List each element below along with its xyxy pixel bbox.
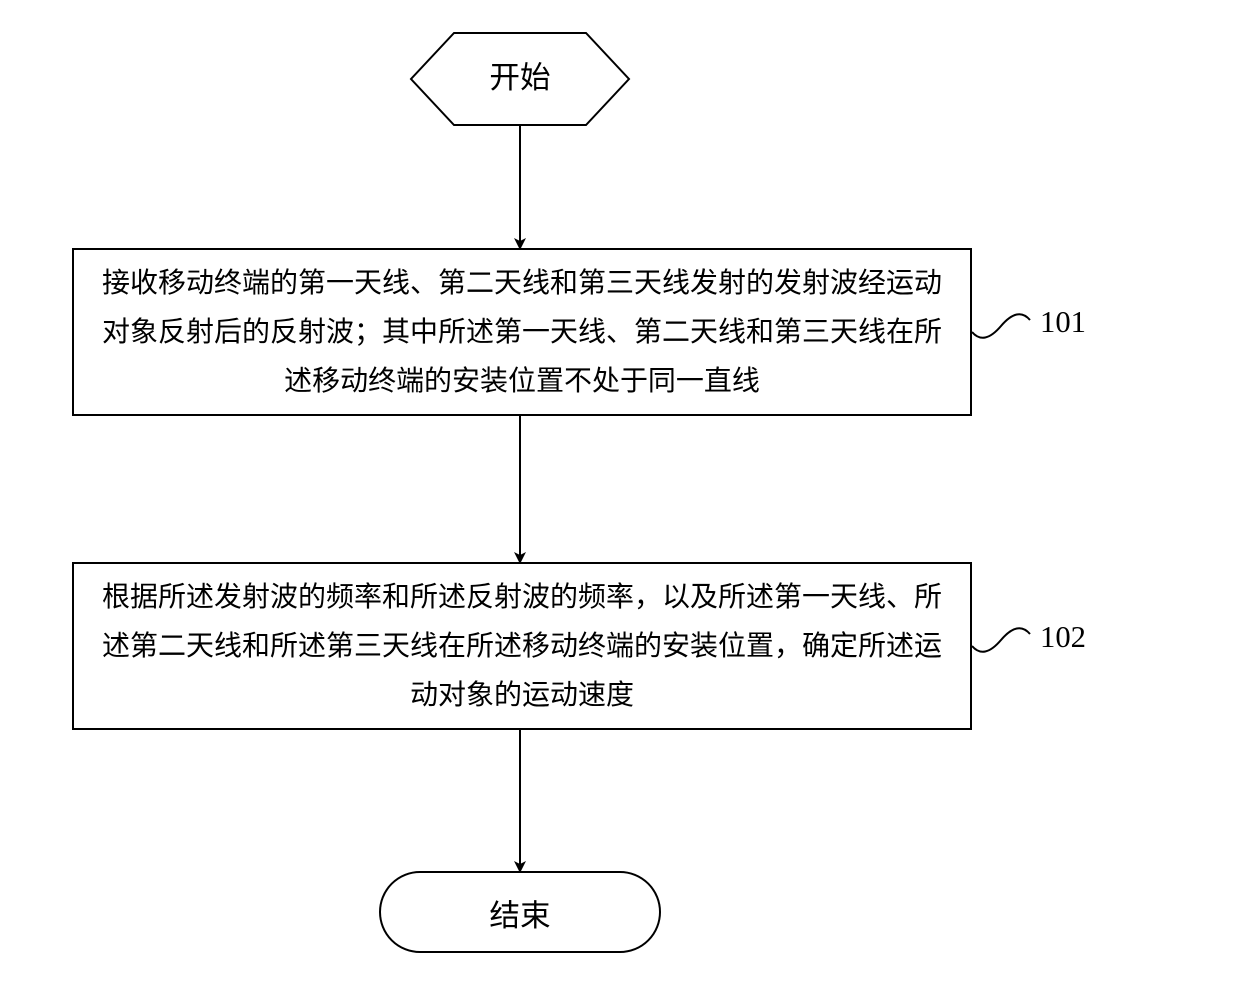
step-label-101: 101: [1040, 305, 1086, 340]
label-connector-1: [972, 314, 1030, 338]
step-label-102: 102: [1040, 620, 1086, 655]
label-connector-2: [972, 628, 1030, 652]
flow-edges: [0, 0, 1240, 999]
flowchart-canvas: 开始 接收移动终端的第一天线、第二天线和第三天线发射的发射波经运动对象反射后的反…: [0, 0, 1240, 999]
